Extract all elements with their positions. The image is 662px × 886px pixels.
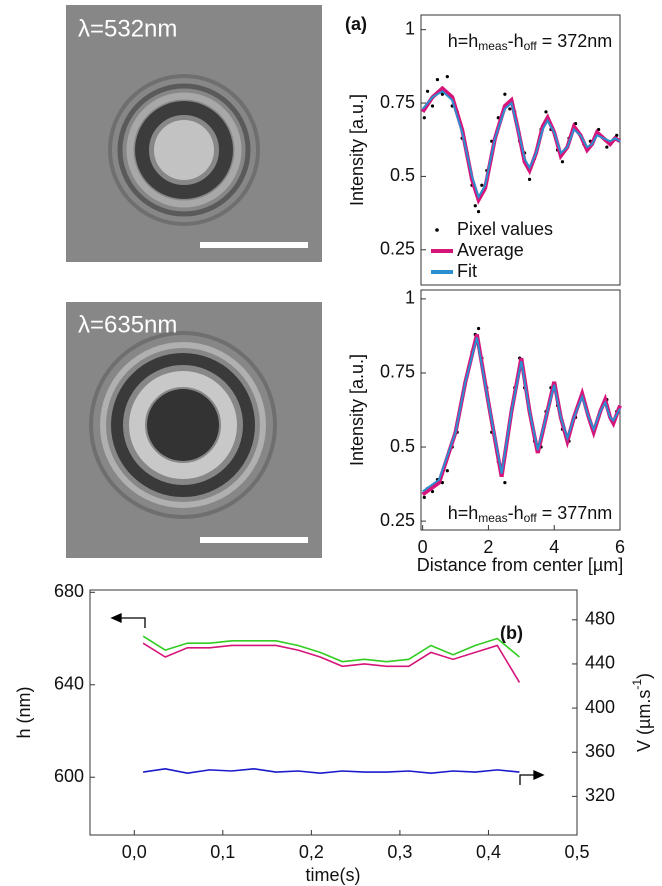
series-line xyxy=(422,337,621,493)
y-tick-label: 0.75 xyxy=(380,362,415,382)
x-tick-label: 4 xyxy=(549,537,559,557)
pixel-dot xyxy=(615,133,619,137)
pixel-dot xyxy=(480,183,484,187)
series-line xyxy=(142,642,521,683)
micrograph-532: λ=532nm xyxy=(66,5,322,262)
text-part: -1 xyxy=(630,679,644,690)
y-tick-label: 0.5 xyxy=(390,436,415,456)
x-tick-label: 0,1 xyxy=(210,842,235,862)
text-part: meas xyxy=(478,511,507,525)
x-tick-label: 0,3 xyxy=(387,842,412,862)
y-tick-label: 1 xyxy=(405,18,415,38)
wavelength-label: λ=532nm xyxy=(78,15,177,42)
pixel-dot xyxy=(440,480,444,485)
wavelength-label: λ=635nm xyxy=(78,311,177,338)
pixel-dot xyxy=(422,116,426,120)
legend-label: Average xyxy=(457,240,524,260)
annotation: h=hmeas-hoff = 372nm xyxy=(448,31,613,53)
series-line xyxy=(142,635,520,663)
y-tick-label: 640 xyxy=(54,674,84,694)
y-tick-label: 0.75 xyxy=(380,92,415,112)
pixel-dot xyxy=(445,469,449,473)
pixel-dot xyxy=(560,160,565,164)
panel-label: (a) xyxy=(345,14,367,34)
y2-axis-label: V (µm.s-1) xyxy=(630,673,654,752)
annotation: h=hmeas-hoff = 377nm xyxy=(448,503,613,525)
plot-frame xyxy=(420,14,621,286)
text-part: off xyxy=(524,511,538,525)
text-part: = 372nm xyxy=(537,31,613,51)
pixel-dot xyxy=(473,204,477,208)
legend-label: Pixel values xyxy=(457,219,553,239)
x-tick-label: 0 xyxy=(418,537,428,557)
y-tick-label: 0.25 xyxy=(380,510,415,530)
y-tick-label: 0.25 xyxy=(380,239,415,259)
text-part: h=h xyxy=(448,503,479,523)
series-line xyxy=(421,90,621,200)
series-line xyxy=(143,767,520,775)
y2-tick-label: 360 xyxy=(585,741,615,761)
y2-tick-label: 480 xyxy=(585,609,615,629)
y-tick-label: 600 xyxy=(54,766,84,786)
y2-tick-label: 400 xyxy=(585,697,615,717)
pixel-dot xyxy=(476,326,481,331)
pixel-dot xyxy=(430,489,435,494)
pixel-dot xyxy=(425,89,430,93)
pixel-dot xyxy=(503,92,507,96)
x-tick-label: 0,5 xyxy=(564,842,589,862)
pixel-dot xyxy=(508,107,512,111)
x-tick-label: 0,0 xyxy=(122,842,147,862)
y-tick-label: 1 xyxy=(405,288,415,308)
plot-frame xyxy=(89,589,578,836)
pixel-dot xyxy=(503,480,507,485)
pixel-dot xyxy=(430,104,435,108)
y-tick-label: 0.5 xyxy=(390,165,415,185)
text-part: meas xyxy=(478,39,507,53)
pixel-dot xyxy=(544,110,548,114)
text-part: V (µm.s xyxy=(634,690,654,752)
x-tick-label: 0,2 xyxy=(299,842,324,862)
micrograph-635: λ=635nm xyxy=(66,302,322,558)
x-tick-label: 0,4 xyxy=(476,842,501,862)
pixel-dot xyxy=(476,210,481,214)
legend-label: Fit xyxy=(457,261,477,281)
text-part: = 377nm xyxy=(537,503,613,523)
x-tick-label: 6 xyxy=(615,537,625,557)
y-tick-label: 680 xyxy=(54,581,84,601)
pixel-dot xyxy=(445,75,449,79)
y-axis-label: Intensity [a.u.] xyxy=(347,354,367,466)
text-part: -h xyxy=(508,503,524,523)
legend-marker xyxy=(435,228,439,232)
text-part: h=h xyxy=(448,31,479,51)
x-tick-label: 2 xyxy=(483,537,493,557)
pixel-dot xyxy=(422,495,426,500)
y2-tick-label: 440 xyxy=(585,653,615,673)
series-line xyxy=(421,333,622,497)
pixel-dot xyxy=(597,127,601,132)
axis-arrows xyxy=(110,612,545,785)
pixel-dot xyxy=(527,177,532,181)
panel-label: (b) xyxy=(500,623,523,643)
x-axis-label: time(s) xyxy=(306,865,361,885)
text-part: off xyxy=(524,39,538,53)
plot-frame xyxy=(420,289,621,531)
pixel-dot xyxy=(435,77,440,82)
text-part: ) xyxy=(634,673,654,679)
y-axis-label: Intensity [a.u.] xyxy=(347,94,367,206)
text-part: -h xyxy=(508,31,524,51)
pixel-dot xyxy=(440,92,444,96)
x-axis-label: Distance from center [µm] xyxy=(417,555,623,575)
y2-tick-label: 320 xyxy=(585,785,615,805)
pixel-dot xyxy=(605,145,609,149)
y-axis-label: h (nm) xyxy=(14,686,34,738)
